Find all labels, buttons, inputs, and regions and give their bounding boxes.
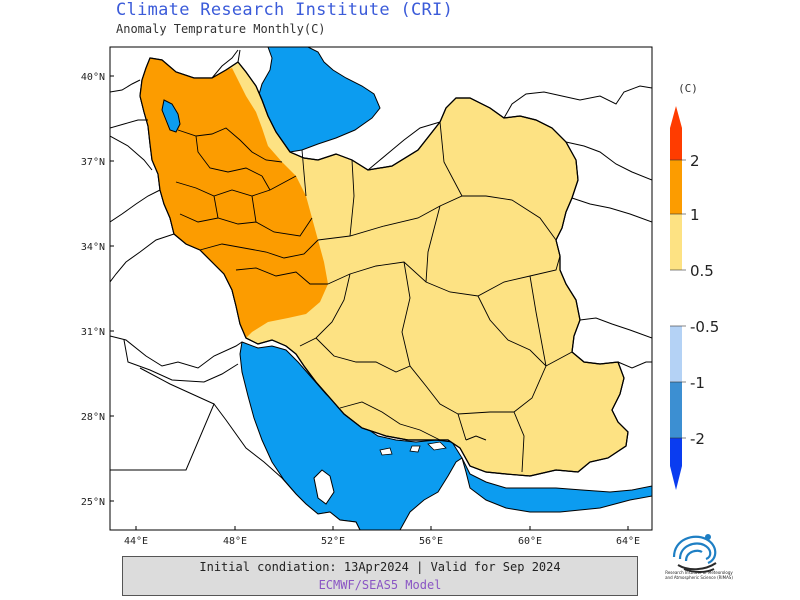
page-title: Climate Research Institute (CRI) xyxy=(116,0,454,20)
neighbor-borders xyxy=(110,49,652,441)
legend-neg1-2-box xyxy=(670,382,682,438)
legend-neg0_5-1-box xyxy=(670,326,682,382)
lat-label: 37°N xyxy=(81,157,105,168)
qatar-peninsula xyxy=(313,469,335,505)
lake-urmia xyxy=(161,99,181,133)
lat-label: 28°N xyxy=(81,412,105,423)
lat-label: 31°N xyxy=(81,327,105,338)
legend-gt2-triangle xyxy=(670,106,682,160)
lat-label: 34°N xyxy=(81,242,105,253)
latitude-axis: 40°N 37°N 34°N 31°N 28°N 25°N xyxy=(81,72,114,508)
legend-unit: (C) xyxy=(678,82,698,95)
province-boundaries xyxy=(175,121,573,473)
legend-0_5-1-box xyxy=(670,214,682,270)
legend-lt-neg2-triangle xyxy=(670,438,682,490)
lon-label: 60°E xyxy=(518,536,542,547)
lon-label: 44°E xyxy=(124,536,148,547)
footer-initial-condition: Initial condiation: 13Apr2024 | Valid fo… xyxy=(199,560,561,574)
legend-label-1: 1 xyxy=(690,206,700,224)
legend-label-neg0_5: -0.5 xyxy=(690,318,719,336)
legend-label-neg1: -1 xyxy=(690,374,705,392)
lon-label: 52°E xyxy=(321,536,345,547)
coast-features xyxy=(379,441,447,456)
footer-model: ECMWF/SEAS5 Model xyxy=(318,578,442,592)
logo-caption: Research Institute of Meteorology and At… xyxy=(665,570,733,580)
lon-label: 56°E xyxy=(419,536,443,547)
arabian-coast xyxy=(110,403,361,530)
map-frame xyxy=(109,46,653,531)
page-subtitle: Anomaly Temprature Monthly(C) xyxy=(116,22,326,36)
lon-label: 48°E xyxy=(223,536,247,547)
oman-coast xyxy=(399,457,652,530)
color-legend: (C) 2 1 0.5 -0.5 -1 -2 xyxy=(670,82,719,490)
footer-box: Initial condiation: 13Apr2024 | Valid fo… xyxy=(122,556,638,596)
iran-outline xyxy=(139,57,629,477)
anomaly-1-2-zone xyxy=(140,58,328,338)
lat-label: 40°N xyxy=(81,72,105,83)
lat-label: 25°N xyxy=(81,497,105,508)
legend-label-neg2: -2 xyxy=(690,430,705,448)
legend-1-2-box xyxy=(670,160,682,214)
longitude-axis: 44°E 48°E 52°E 56°E 60°E 64°E xyxy=(124,526,640,547)
lon-label: 64°E xyxy=(616,536,640,547)
legend-label-2: 2 xyxy=(690,152,700,170)
legend-label-0_5: 0.5 xyxy=(690,262,714,280)
institute-swirl-logo-icon xyxy=(672,534,717,573)
